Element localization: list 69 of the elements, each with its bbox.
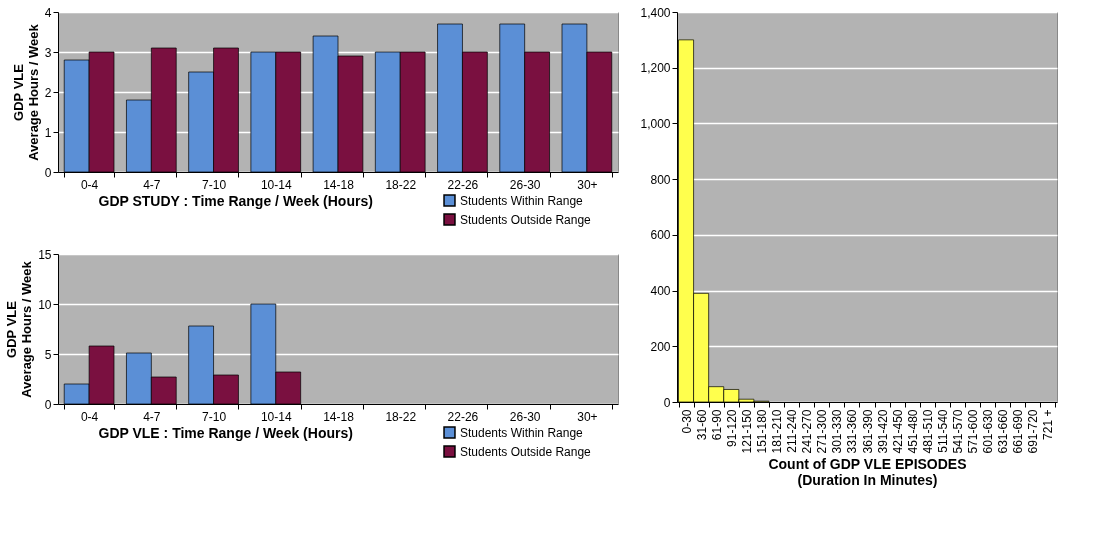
legend-label: Students Outside Range: [460, 444, 592, 459]
x-tick-label: 61-90: [709, 409, 724, 441]
x-tick-label: 271-300: [815, 409, 830, 454]
y-tick-label: 4: [44, 5, 52, 20]
y-tick-label: 600: [650, 228, 671, 243]
x-tick-label: 30+: [577, 409, 598, 424]
x-tick-label: 541-570: [950, 409, 965, 454]
x-tick-label: 511-540: [935, 409, 950, 453]
x-tick-label: 691-720: [1026, 409, 1041, 454]
x-tick-label: 331-360: [845, 409, 860, 454]
y-tick-label: 800: [650, 172, 671, 187]
y-axis-title: GDP VLE Average Hours / Week: [4, 260, 35, 398]
x-tick-label: 571-600: [966, 409, 981, 454]
y-tick-label: 10: [38, 297, 52, 312]
x-tick-label: 301-330: [830, 409, 845, 454]
x-tick-label: 10-14: [260, 409, 292, 424]
x-tick-label: 14-18: [323, 177, 355, 192]
x-tick-label: 421-450: [890, 409, 905, 454]
y-tick-label: 3: [44, 45, 52, 60]
x-tick-label: 31-60: [694, 409, 709, 441]
x-tick-label: 0-4: [80, 409, 99, 424]
y-tick-label: 400: [650, 284, 671, 299]
x-tick-label: 18-22: [385, 409, 417, 424]
x-tick-label: 4-7: [143, 409, 161, 424]
y-tick-label: 15: [38, 247, 52, 262]
x-tick-label: 481-510: [920, 409, 935, 454]
x-tick-label: 181-210: [770, 409, 785, 454]
y-tick-label: 200: [650, 339, 671, 354]
y-tick-label: 0: [44, 397, 52, 412]
y-tick-label: 1: [44, 125, 52, 140]
x-tick-label: 121-150: [739, 409, 754, 454]
x-tick-label: 241-270: [800, 409, 815, 454]
x-tick-label: 10-14: [260, 177, 292, 192]
x-axis-title: Count of GDP VLE EPISODES (Duration In Minutes): [768, 455, 967, 488]
y-tick-label: 0: [663, 395, 671, 410]
y-axis-title: GDP VLE Average Hours / Week: [10, 23, 41, 161]
x-tick-label: 211-240: [785, 409, 800, 453]
x-tick-label: 18-22: [385, 177, 417, 192]
legend-label: Students Outside Range: [460, 212, 592, 227]
y-tick-label: 2: [44, 85, 52, 100]
legend-label: Students Within Range: [460, 425, 584, 440]
x-tick-label: 451-480: [905, 409, 920, 454]
y-tick-label: 5: [44, 347, 52, 362]
x-tick-label: 151-180: [754, 409, 769, 454]
x-tick-label: 91-120: [724, 409, 739, 447]
x-tick-label: 22-26: [447, 409, 479, 424]
y-tick-label: 0: [44, 165, 52, 180]
legend-label: Students Within Range: [460, 193, 584, 208]
y-tick-label: 1,400: [640, 5, 671, 20]
x-tick-label: 14-18: [323, 409, 355, 424]
x-tick-label: 0-30: [679, 409, 694, 434]
x-tick-label: 721 +: [1041, 409, 1056, 440]
x-tick-label: 661-690: [1011, 409, 1026, 454]
x-tick-label: 7-10: [202, 177, 227, 192]
y-tick-label: 1,200: [640, 61, 671, 76]
x-tick-label: 4-7: [143, 177, 161, 192]
x-axis-title: GDP STUDY : Time Range / Week (Hours): [98, 192, 373, 209]
x-tick-label: 0-4: [80, 177, 99, 192]
x-tick-label: 601-630: [981, 409, 996, 454]
x-axis-title: GDP VLE : Time Range / Week (Hours): [98, 424, 353, 441]
x-tick-label: 22-26: [447, 177, 479, 192]
x-tick-label: 26-30: [509, 177, 541, 192]
x-tick-label: 26-30: [509, 409, 541, 424]
x-tick-label: 361-390: [860, 409, 875, 454]
y-tick-label: 1,000: [640, 116, 671, 131]
x-tick-label: 7-10: [202, 409, 227, 424]
x-tick-label: 391-420: [875, 409, 890, 454]
x-tick-label: 30+: [577, 177, 598, 192]
x-tick-label: 631-660: [996, 409, 1011, 454]
